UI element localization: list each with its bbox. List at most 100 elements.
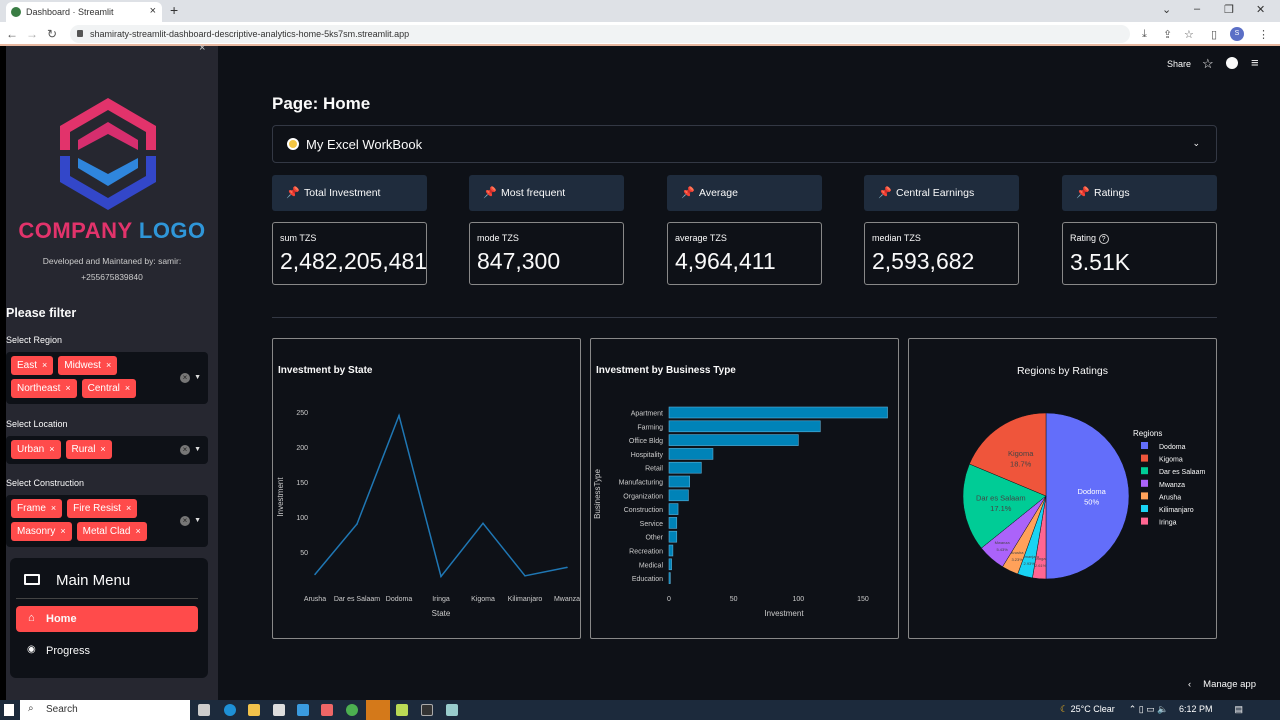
legend-swatch xyxy=(1141,517,1148,525)
close-sidebar-icon[interactable]: × xyxy=(199,42,206,54)
clear-all-icon[interactable]: × xyxy=(180,373,190,383)
browser-menu-icon[interactable]: ⋮ xyxy=(1258,29,1269,41)
tab-search-icon[interactable]: ⌄ xyxy=(1162,4,1172,16)
chrome-icon[interactable] xyxy=(346,704,358,716)
chip-northeast[interactable]: Northeast × xyxy=(11,379,77,398)
pie-slice xyxy=(1045,412,1130,580)
vlc-icon[interactable] xyxy=(366,700,390,720)
minimize-button[interactable]: – xyxy=(1194,3,1201,15)
chip-fire-resist[interactable]: Fire Resist × xyxy=(67,499,138,518)
side-panel-icon[interactable]: ▯ xyxy=(1211,29,1218,41)
notification-icon[interactable]: ▤ xyxy=(1234,704,1243,714)
investment-by-business-type-chart[interactable]: 0 50 100 150 Apartment Farming Office Bldg Hosp… xyxy=(591,339,898,638)
remove-chip-icon[interactable]: × xyxy=(65,383,71,393)
pie-slice xyxy=(962,463,1047,549)
legend-swatch xyxy=(1141,454,1148,462)
metric-card: Rating ? 3.51K xyxy=(1062,222,1217,285)
share-button[interactable]: Share xyxy=(1167,59,1192,69)
bookmark-star-icon[interactable]: ☆ xyxy=(1184,29,1194,41)
task-view-icon[interactable] xyxy=(198,704,210,716)
y-tick-label: Office Bldg xyxy=(629,438,663,445)
app-icon[interactable] xyxy=(446,704,458,716)
remove-chip-icon[interactable]: × xyxy=(135,526,141,536)
remove-chip-icon[interactable]: × xyxy=(105,360,112,370)
chip-metal-clad[interactable]: Metal Clad × xyxy=(76,522,147,541)
location-multiselect[interactable]: Urban × Rural × × ▼ xyxy=(6,436,208,464)
remove-chip-icon[interactable]: × xyxy=(124,383,131,393)
store-icon[interactable] xyxy=(273,704,285,716)
new-tab-button[interactable]: + xyxy=(170,2,179,18)
credit-text: Developed and Maintaned by: samir: +25567… xyxy=(6,253,218,285)
edge-icon[interactable] xyxy=(224,704,236,716)
left-edge xyxy=(0,46,6,700)
chip-east[interactable]: East × xyxy=(11,356,54,375)
windows-start-icon[interactable] xyxy=(4,704,14,716)
chip-masonry[interactable]: Masonry × xyxy=(11,522,72,541)
chevron-down-icon[interactable]: ⌄ xyxy=(1192,138,1200,148)
help-icon[interactable]: ? xyxy=(1098,234,1109,244)
y-tick-label: 250 xyxy=(296,410,308,417)
remove-chip-icon[interactable]: × xyxy=(100,444,106,454)
legend-title: Regions xyxy=(1133,429,1162,438)
clear-all-icon[interactable]: × xyxy=(180,445,190,455)
remove-chip-icon[interactable]: × xyxy=(49,444,55,454)
bar xyxy=(668,475,690,488)
search-icon: ⌕ xyxy=(28,703,34,714)
share-page-icon[interactable]: ⇪ xyxy=(1163,29,1173,41)
y-tick-label: Organization xyxy=(623,493,663,500)
chip-frame[interactable]: Frame × xyxy=(11,499,63,518)
remove-chip-icon[interactable]: × xyxy=(42,360,48,370)
chip-rural[interactable]: Rural × xyxy=(65,440,112,459)
file-explorer-icon[interactable] xyxy=(248,704,260,716)
reload-icon[interactable]: ↻ xyxy=(47,27,58,41)
hamburger-menu-icon[interactable]: ≡ xyxy=(1251,55,1259,70)
profile-avatar[interactable]: S xyxy=(1230,27,1244,41)
regions-by-ratings-chart[interactable]: Dodoma 50% Iringa 2.61% Kilimanjaro 2.93% Arus… xyxy=(909,339,1216,638)
remove-chip-icon[interactable]: × xyxy=(50,503,57,513)
manage-app-button[interactable]: ‹ Manage app xyxy=(1188,679,1256,690)
browser-tab[interactable]: Dashboard · Streamlit × xyxy=(6,2,162,22)
url-field[interactable]: shamiraty-streamlit-dashboard-descriptiv… xyxy=(70,25,1130,43)
install-icon[interactable]: ⤓ xyxy=(1142,28,1147,40)
menu-item-home[interactable]: ⌂ Home xyxy=(16,606,198,632)
close-tab-icon[interactable]: × xyxy=(149,5,156,17)
data-point xyxy=(356,523,358,525)
menu-item-progress[interactable]: ◉ Progress xyxy=(16,638,198,664)
y-tick-label: Hospitality xyxy=(631,452,664,459)
chip-urban[interactable]: Urban × xyxy=(11,440,61,459)
restore-button[interactable]: ❐ xyxy=(1224,4,1234,16)
region-multiselect[interactable]: East × Midwest × Northeast × Central × × ▼ xyxy=(6,352,208,404)
bar xyxy=(668,530,678,543)
menu-divider xyxy=(16,598,198,599)
chevron-down-icon[interactable]: ▼ xyxy=(194,517,201,524)
legend-swatch xyxy=(1141,442,1148,449)
clear-all-icon[interactable]: × xyxy=(180,516,190,526)
close-window-button[interactable]: ✕ xyxy=(1256,4,1266,16)
weather-text[interactable]: 25°C Clear xyxy=(1070,704,1115,714)
terminal-icon[interactable] xyxy=(421,704,433,716)
app-icon[interactable] xyxy=(321,704,333,716)
tab-title: Dashboard · Streamlit xyxy=(26,7,114,17)
construction-multiselect[interactable]: Frame × Fire Resist × Masonry × Metal Clad × × ▼ xyxy=(6,495,208,547)
metric-card: mode TZS 847,300 xyxy=(469,222,624,285)
mail-icon[interactable] xyxy=(297,704,309,716)
star-icon[interactable]: ☆ xyxy=(1202,56,1214,71)
tray-icons[interactable]: ⌃ ▯ ▭ 🔈 xyxy=(1128,704,1169,714)
chip-midwest[interactable]: Midwest × xyxy=(58,356,118,375)
github-icon[interactable] xyxy=(1226,57,1238,69)
workbook-expander[interactable]: My Excel WorkBook ⌄ xyxy=(272,125,1217,163)
clock-time[interactable]: 6:12 PM xyxy=(1178,704,1213,714)
chip-central[interactable]: Central × xyxy=(81,379,137,398)
chevron-down-icon[interactable]: ▼ xyxy=(194,446,201,453)
remove-chip-icon[interactable]: × xyxy=(125,503,132,513)
chevron-down-icon[interactable]: ▼ xyxy=(194,374,201,381)
taskbar-search[interactable]: ⌕ Search xyxy=(20,700,190,720)
y-tick-label: Recreation xyxy=(629,549,663,556)
chip-label: Masonry xyxy=(17,526,56,537)
remove-chip-icon[interactable]: × xyxy=(60,526,66,536)
forward-icon[interactable]: → xyxy=(26,27,38,41)
notepad-icon[interactable] xyxy=(396,704,408,716)
back-icon[interactable]: ← xyxy=(6,27,18,41)
slice-percent: 2.61% xyxy=(1035,563,1047,568)
